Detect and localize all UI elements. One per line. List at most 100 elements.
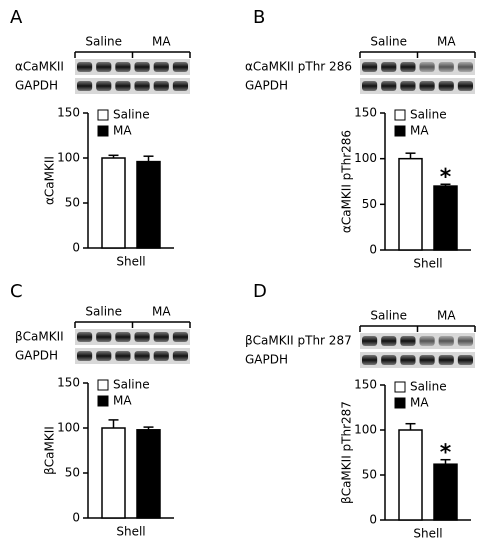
- y-tick-label: 50: [362, 468, 377, 482]
- blot-band: [438, 62, 454, 72]
- blot-band: [96, 81, 112, 91]
- y-tick-label: 150: [57, 376, 80, 390]
- blot-bg: [75, 348, 190, 364]
- y-axis-label: αCaMKII pThr286: [340, 130, 354, 233]
- blot-bg: [360, 59, 475, 75]
- blot-band: [419, 81, 435, 91]
- legend-swatch: [97, 395, 109, 407]
- blot-bg: [360, 352, 475, 368]
- blot-label: βCaMKII: [15, 330, 64, 344]
- blot-band: [172, 351, 188, 361]
- blot-band: [419, 62, 435, 72]
- blot-bg: [75, 59, 190, 75]
- group-label: Saline: [370, 309, 407, 323]
- blot-band: [153, 62, 169, 72]
- blot-band: [400, 355, 416, 365]
- y-tick-label: 50: [65, 466, 80, 480]
- blot-band: [134, 351, 150, 361]
- panel-letter: B: [253, 7, 265, 28]
- y-tick-label: 100: [57, 151, 80, 165]
- group-label: Saline: [370, 35, 407, 49]
- bar: [433, 463, 458, 521]
- panel-letter: C: [10, 281, 23, 302]
- y-tick-label: 150: [354, 106, 377, 120]
- blot-band: [96, 351, 112, 361]
- blot-band: [362, 336, 378, 346]
- blot-bg: [360, 78, 475, 94]
- significance: *: [440, 441, 452, 466]
- bar: [398, 157, 423, 251]
- legend-swatch: [394, 125, 406, 137]
- bar: [136, 429, 161, 519]
- blot-band: [362, 62, 378, 72]
- y-tick-label: 0: [369, 513, 377, 527]
- blot-label: αCaMKII pThr 286: [245, 60, 352, 74]
- legend-label: Saline: [113, 378, 150, 392]
- y-tick-label: 0: [72, 241, 80, 255]
- blot-band: [419, 355, 435, 365]
- y-tick-label: 100: [354, 151, 377, 165]
- blot-band: [134, 81, 150, 91]
- blot-band: [400, 62, 416, 72]
- y-tick-label: 150: [57, 106, 80, 120]
- blot-band: [115, 81, 131, 91]
- legend-label: Saline: [410, 380, 447, 394]
- blot-band: [400, 336, 416, 346]
- blot-band: [457, 62, 473, 72]
- blot-band: [115, 332, 131, 342]
- blot-band: [362, 355, 378, 365]
- group-label: MA: [437, 309, 456, 323]
- group-label: Saline: [85, 305, 122, 319]
- bar: [433, 185, 458, 251]
- group-label: MA: [437, 35, 456, 49]
- blot-bg: [75, 329, 190, 345]
- group-label: MA: [152, 35, 171, 49]
- blot-band: [419, 336, 435, 346]
- y-tick-label: 100: [354, 423, 377, 437]
- blot-band: [134, 62, 150, 72]
- y-tick-label: 100: [57, 421, 80, 435]
- legend-label: Saline: [113, 108, 150, 122]
- bar: [136, 160, 161, 249]
- x-tick-label: Shell: [413, 527, 442, 541]
- blot-band: [96, 332, 112, 342]
- blot-band: [96, 62, 112, 72]
- blot-band: [172, 332, 188, 342]
- blot-band: [381, 62, 397, 72]
- y-axis-label: αCaMKII: [43, 156, 57, 205]
- legend-swatch: [394, 109, 406, 121]
- x-tick-label: Shell: [413, 257, 442, 271]
- bar: [101, 157, 126, 249]
- y-axis-label: βCaMKII: [43, 426, 57, 475]
- blot-label: αCaMKII: [15, 60, 64, 74]
- blot-band: [381, 355, 397, 365]
- blot-band: [153, 81, 169, 91]
- blot-band: [457, 336, 473, 346]
- blot-band: [134, 332, 150, 342]
- legend-swatch: [97, 109, 109, 121]
- y-tick-label: 50: [362, 197, 377, 211]
- x-tick-label: Shell: [116, 255, 145, 269]
- blot-band: [438, 81, 454, 91]
- blot-band: [438, 355, 454, 365]
- blot-band: [77, 81, 93, 91]
- significance: *: [440, 165, 452, 190]
- blot-band: [115, 62, 131, 72]
- x-tick-label: Shell: [116, 525, 145, 539]
- y-tick-label: 0: [72, 511, 80, 525]
- blot-band: [400, 81, 416, 91]
- y-tick-label: 0: [369, 243, 377, 257]
- blot-band: [457, 355, 473, 365]
- panel-letter: A: [10, 7, 23, 28]
- blot-label: GAPDH: [15, 79, 58, 93]
- blot-bg: [360, 333, 475, 349]
- group-label: Saline: [85, 35, 122, 49]
- blot-band: [77, 351, 93, 361]
- legend-swatch: [394, 397, 406, 409]
- y-axis-label: βCaMKII pThr287: [340, 401, 354, 504]
- legend-label: MA: [410, 396, 429, 410]
- legend-swatch: [97, 379, 109, 391]
- blot-band: [77, 332, 93, 342]
- legend-label: Saline: [410, 108, 447, 122]
